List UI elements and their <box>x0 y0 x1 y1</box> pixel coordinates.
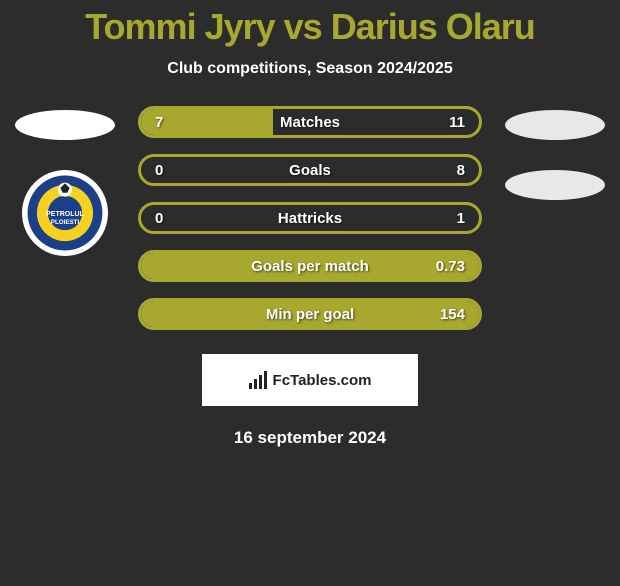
stat-bar: 7 Matches 11 <box>138 106 482 138</box>
stat-value-right: 8 <box>457 162 465 179</box>
stat-bar: 0 Hattricks 1 <box>138 202 482 234</box>
stat-value-right: 11 <box>449 114 465 131</box>
fctables-brand-box[interactable]: FcTables.com <box>202 354 418 406</box>
stat-bar: Goals per match 0.73 <box>138 250 482 282</box>
page-title: Tommi Jyry vs Darius Olaru <box>10 6 610 48</box>
left-club-logo: PETROLUL PLOIESTI <box>22 170 108 256</box>
subtitle: Club competitions, Season 2024/2025 <box>10 60 610 78</box>
stat-bar: 0 Goals 8 <box>138 154 482 186</box>
left-player-col: PETROLUL PLOIESTI <box>10 110 120 256</box>
svg-text:PETROLUL: PETROLUL <box>46 211 84 218</box>
stat-label: Hattricks <box>278 210 342 227</box>
stat-value-right: 1 <box>457 210 465 227</box>
stat-label: Matches <box>280 114 340 131</box>
petrolul-logo-icon: PETROLUL PLOIESTI <box>26 174 104 252</box>
stat-label: Goals <box>289 162 331 179</box>
date-label: 16 september 2024 <box>10 428 610 448</box>
stat-value-left: 7 <box>155 114 163 131</box>
stats-column: 7 Matches 11 0 Goals 8 0 Hattricks 1 Goals per ma… <box>120 106 500 330</box>
left-player-avatar-placeholder <box>15 110 115 140</box>
stat-label: Goals per match <box>251 258 369 275</box>
stat-value-left: 0 <box>155 210 163 227</box>
comparison-row: PETROLUL PLOIESTI 7 Matches 11 0 Goals 8 0 Hatt… <box>10 110 610 330</box>
fctables-bars-icon <box>249 371 267 389</box>
fctables-label: FcTables.com <box>273 372 372 389</box>
right-player-avatar-placeholder <box>505 110 605 140</box>
stat-value-right: 0.73 <box>436 258 465 275</box>
right-club-logo-placeholder <box>505 170 605 200</box>
right-player-col <box>500 110 610 200</box>
stat-value-right: 154 <box>440 306 465 323</box>
svg-text:PLOIESTI: PLOIESTI <box>51 219 80 226</box>
stat-value-left: 0 <box>155 162 163 179</box>
stat-bar: Min per goal 154 <box>138 298 482 330</box>
stat-label: Min per goal <box>266 306 354 323</box>
